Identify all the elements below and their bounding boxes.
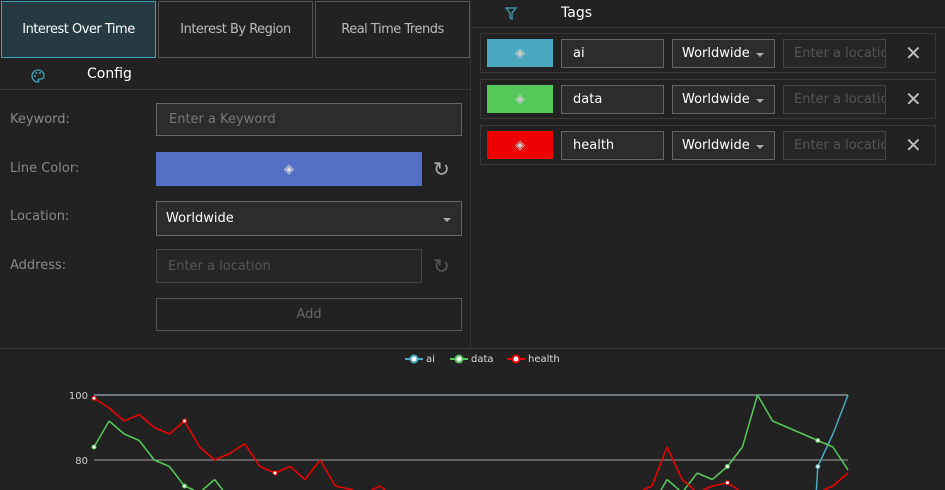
location-label: Location: xyxy=(10,209,70,224)
config-header: Config xyxy=(0,60,471,90)
paint-bucket-icon: ◈ xyxy=(515,137,525,153)
refresh-color-icon[interactable]: ↻ xyxy=(433,157,450,181)
tag-color-swatch[interactable]: ◈ xyxy=(487,131,553,159)
data-point-data xyxy=(181,483,187,489)
address-label: Address: xyxy=(10,258,67,273)
close-icon[interactable]: ✕ xyxy=(905,87,922,111)
data-point-health xyxy=(272,470,278,476)
tag-location-value: Worldwide xyxy=(682,92,750,107)
tag-keyword-input[interactable]: ai xyxy=(561,39,664,68)
data-point-health xyxy=(724,480,730,486)
legend-marker-ai xyxy=(409,354,419,364)
y-tick-label: 100 xyxy=(69,391,88,402)
data-point-health xyxy=(181,418,187,424)
chevron-down-icon xyxy=(756,52,764,61)
tags-title: Tags xyxy=(561,5,592,21)
tag-row: ◈ health Worldwide Enter a location ✕ xyxy=(480,125,936,165)
palette-icon xyxy=(31,69,45,83)
data-point-health xyxy=(91,395,97,401)
tag-location-value: Worldwide xyxy=(682,138,750,153)
keyword-label: Keyword: xyxy=(10,112,70,127)
interest-chart: 100 80 ai data health xyxy=(0,348,945,490)
line-color-label: Line Color: xyxy=(10,161,80,176)
config-title: Config xyxy=(87,66,132,82)
legend-marker-health xyxy=(511,354,521,364)
location-value: Worldwide xyxy=(166,211,234,226)
series-line-health xyxy=(93,397,849,490)
tag-location-select[interactable]: Worldwide xyxy=(672,85,775,114)
tags-panel: Tags ◈ ai Worldwide Enter a location ✕ ◈… xyxy=(472,0,945,348)
tab-real-time-trends[interactable]: Real Time Trends xyxy=(315,1,470,58)
tag-location-select[interactable]: Worldwide xyxy=(672,39,775,68)
paint-bucket-icon: ◈ xyxy=(515,91,525,107)
address-input[interactable]: Enter a location xyxy=(156,249,422,283)
chevron-down-icon xyxy=(756,98,764,107)
legend-marker-data xyxy=(454,354,464,364)
paint-bucket-icon: ◈ xyxy=(515,45,525,61)
data-point-ai xyxy=(815,464,821,469)
tag-row: ◈ ai Worldwide Enter a location ✕ xyxy=(480,33,936,73)
location-select[interactable]: Worldwide xyxy=(156,201,462,236)
refresh-address-icon[interactable]: ↻ xyxy=(433,254,450,278)
tag-location-value: Worldwide xyxy=(682,46,750,61)
chevron-down-icon xyxy=(443,217,451,226)
tab-interest-over-time[interactable]: Interest Over Time xyxy=(1,1,156,58)
tag-location-select[interactable]: Worldwide xyxy=(672,131,775,160)
legend-label-health: health xyxy=(528,354,560,365)
data-point-data xyxy=(91,444,97,450)
keyword-input[interactable]: Enter a Keyword xyxy=(156,103,462,136)
data-point-data xyxy=(815,438,821,443)
tag-address-input[interactable]: Enter a location xyxy=(783,131,886,160)
legend-label-data: data xyxy=(471,354,494,365)
series-line-data xyxy=(93,394,849,490)
tag-address-input[interactable]: Enter a location xyxy=(783,85,886,114)
tag-keyword-input[interactable]: health xyxy=(561,131,664,160)
close-icon[interactable]: ✕ xyxy=(905,133,922,157)
legend-label-ai: ai xyxy=(426,354,435,365)
tag-keyword-input[interactable]: data xyxy=(561,85,664,114)
chart-svg: 100 80 ai data health xyxy=(69,354,849,490)
tag-color-swatch[interactable]: ◈ xyxy=(487,39,553,67)
series-line-ai xyxy=(815,394,849,490)
tag-address-input[interactable]: Enter a location xyxy=(783,39,886,68)
y-tick-label: 80 xyxy=(75,456,88,467)
line-color-picker[interactable]: ◈ xyxy=(156,152,422,186)
filter-icon xyxy=(505,7,517,20)
chevron-down-icon xyxy=(756,144,764,153)
data-point-data xyxy=(724,464,730,469)
tab-interest-by-region[interactable]: Interest By Region xyxy=(158,1,313,58)
add-button[interactable]: Add xyxy=(156,298,462,331)
tag-row: ◈ data Worldwide Enter a location ✕ xyxy=(480,79,936,119)
close-icon[interactable]: ✕ xyxy=(905,41,922,65)
tag-color-swatch[interactable]: ◈ xyxy=(487,85,553,113)
tags-header: Tags xyxy=(472,0,945,28)
config-panel: Interest Over Time Interest By Region Re… xyxy=(0,0,471,348)
paint-bucket-icon: ◈ xyxy=(284,161,294,177)
